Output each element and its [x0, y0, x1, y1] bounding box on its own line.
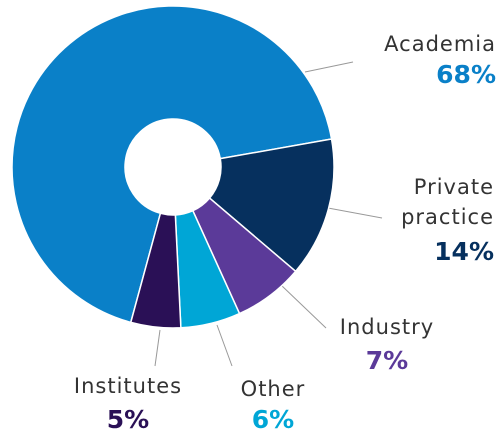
leader-line	[154, 329, 161, 367]
leader-line	[304, 61, 354, 73]
donut-slice	[11, 5, 333, 324]
donut-slice	[129, 212, 182, 329]
value-label: 5%	[107, 405, 149, 434]
slice-label: Industry	[340, 315, 434, 339]
slice-label: Institutes	[74, 374, 182, 398]
donut-hole	[126, 120, 220, 214]
value-label: 14%	[434, 237, 494, 266]
value-label: 6%	[252, 405, 294, 434]
slice-label: Academia	[384, 32, 496, 56]
slice-label: Other	[241, 377, 306, 401]
leader-lines	[154, 61, 383, 367]
slice-label: Private practice	[401, 175, 494, 229]
leader-line	[216, 324, 233, 367]
leader-line	[280, 284, 327, 329]
leader-line	[327, 207, 383, 219]
value-label: 7%	[366, 346, 408, 375]
donut-slice	[208, 138, 335, 273]
value-label: 68%	[436, 60, 496, 89]
